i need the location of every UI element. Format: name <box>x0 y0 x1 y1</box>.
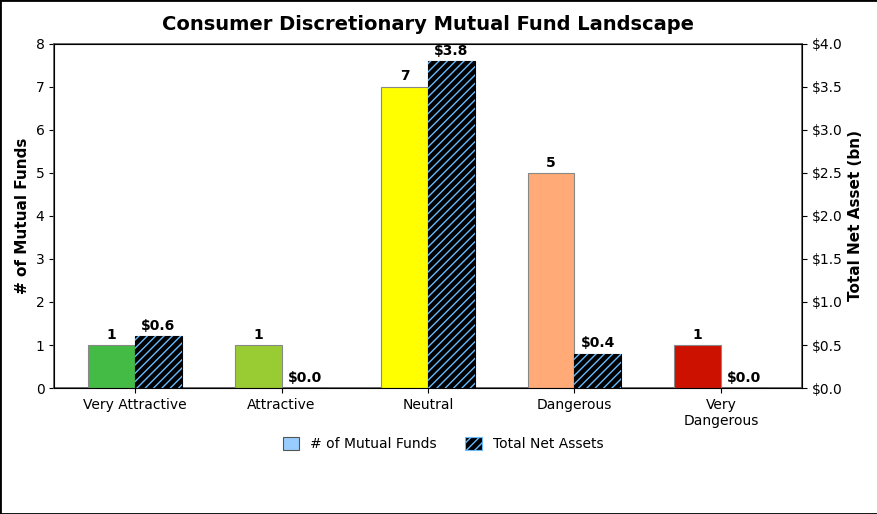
Text: 1: 1 <box>692 327 702 342</box>
Bar <box>88 345 135 388</box>
Text: 1: 1 <box>107 327 117 342</box>
Bar <box>234 345 282 388</box>
Bar <box>381 87 427 388</box>
Bar <box>574 354 621 388</box>
Text: $0.6: $0.6 <box>141 319 175 333</box>
Bar <box>135 336 182 388</box>
Text: 5: 5 <box>545 156 555 170</box>
Text: $0.4: $0.4 <box>580 336 615 350</box>
Y-axis label: # of Mutual Funds: # of Mutual Funds <box>15 138 30 294</box>
Legend: # of Mutual Funds, Total Net Assets: # of Mutual Funds, Total Net Assets <box>277 432 608 457</box>
Bar <box>574 354 621 388</box>
Bar <box>427 61 474 388</box>
Bar <box>674 345 720 388</box>
Bar <box>135 336 182 388</box>
Text: $0.0: $0.0 <box>288 371 322 384</box>
Text: $3.8: $3.8 <box>434 44 468 58</box>
Text: 1: 1 <box>253 327 262 342</box>
Title: Consumer Discretionary Mutual Fund Landscape: Consumer Discretionary Mutual Fund Lands… <box>162 15 693 34</box>
Bar <box>527 173 574 388</box>
Bar <box>427 61 474 388</box>
Text: $0.0: $0.0 <box>726 371 760 384</box>
Y-axis label: Total Net Asset (bn): Total Net Asset (bn) <box>847 131 862 301</box>
Text: 7: 7 <box>399 69 409 83</box>
